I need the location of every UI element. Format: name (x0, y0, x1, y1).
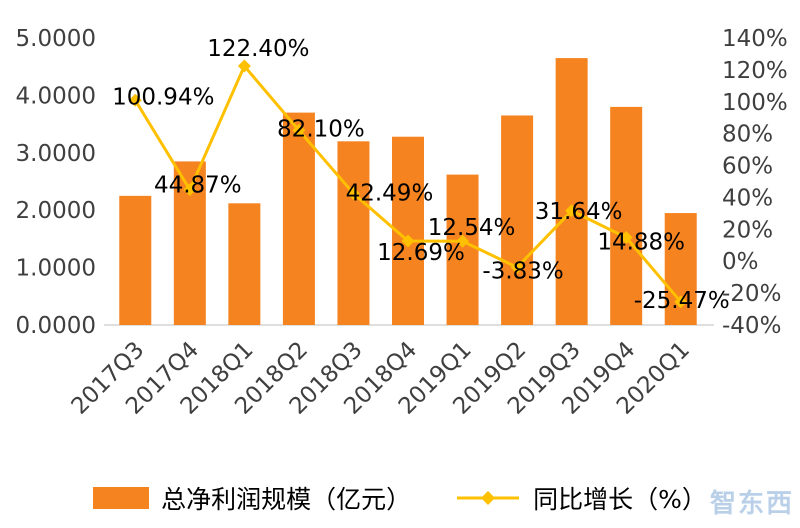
line-marker (292, 123, 306, 137)
bar-series-label: 总净利润规模（亿元） (161, 485, 412, 514)
right-axis-tick: 40% (722, 185, 773, 211)
line-marker (128, 93, 142, 107)
data-label: 82.10% (277, 116, 365, 142)
right-axis-tick: 60% (722, 154, 773, 180)
left-axis-tick: 0.0000 (16, 313, 96, 339)
data-label: 122.40% (207, 36, 309, 62)
left-axis-tick: 3.0000 (16, 141, 96, 167)
legend-diamond-marker (481, 491, 496, 505)
data-label: 100.94% (112, 84, 214, 110)
data-label: -3.83% (482, 258, 563, 284)
line-marker (456, 234, 470, 248)
right-axis-tick: 120% (722, 58, 788, 84)
data-label: 12.54% (428, 215, 516, 241)
line-series-swatch (457, 491, 520, 505)
left-axis-tick: 2.0000 (16, 198, 96, 224)
bar (446, 174, 479, 325)
right-axis-tick: 20% (722, 217, 773, 243)
line-marker (237, 59, 251, 73)
legend-item-net-profit: 总净利润规模（亿元） (93, 480, 411, 516)
right-axis-tick: 100% (722, 90, 788, 116)
bar (337, 141, 370, 325)
legend-item-yoy-growth: 同比增长（%） (455, 480, 707, 516)
data-label: 12.69% (377, 240, 465, 266)
bar (610, 106, 643, 325)
left-axis-tick: 5.0000 (16, 26, 96, 52)
right-axis-tick: -20% (722, 281, 781, 307)
right-axis-tick: 0% (722, 249, 759, 275)
data-label: 14.88% (597, 229, 685, 255)
line-series-label: 同比增长（%） (533, 485, 707, 514)
line-marker (183, 183, 197, 197)
bar (555, 58, 588, 326)
data-label: -25.47% (634, 288, 730, 314)
right-axis-tick: 140% (722, 26, 788, 52)
legend: 总净利润规模（亿元） 同比增长（%） (0, 480, 800, 516)
data-label: 44.87% (154, 173, 242, 199)
line-marker (674, 295, 688, 309)
bar (282, 112, 315, 326)
bar (228, 203, 261, 325)
line-marker (510, 260, 524, 274)
bar-series-swatch (93, 487, 150, 509)
bar (119, 195, 152, 325)
data-label: 42.49% (346, 180, 434, 206)
left-axis-tick: 4.0000 (16, 83, 96, 109)
left-axis-tick: 1.0000 (16, 256, 96, 282)
bar (501, 115, 534, 326)
right-axis-tick: 80% (722, 122, 773, 148)
right-axis-tick: -40% (722, 313, 781, 339)
line-marker (401, 234, 415, 248)
line-marker (346, 186, 360, 200)
line-marker (565, 204, 579, 218)
line-marker (619, 230, 633, 244)
data-label: 31.64% (535, 199, 623, 225)
